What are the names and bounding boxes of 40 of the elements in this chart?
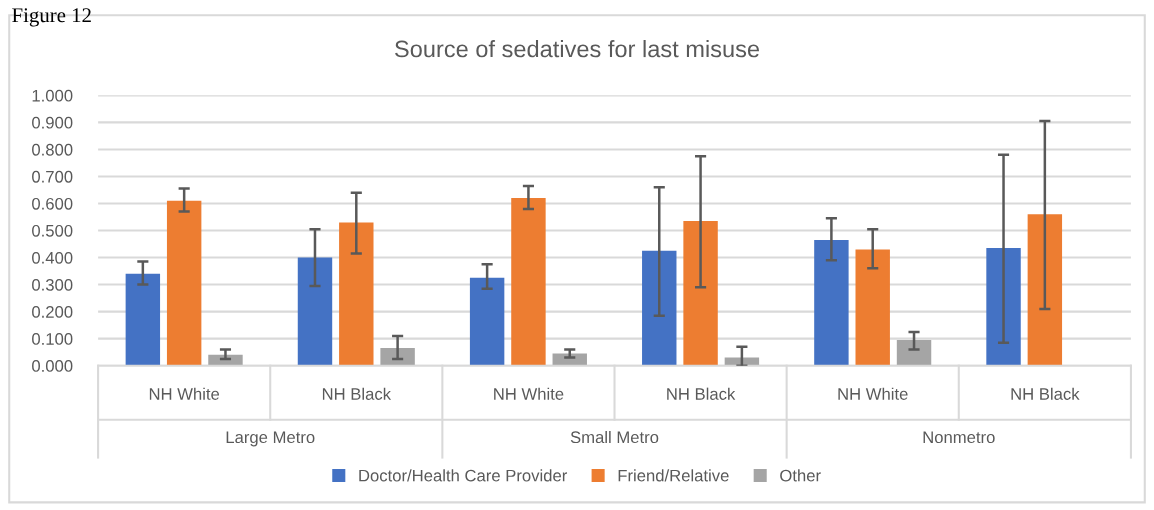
bar [469, 277, 505, 366]
bar [683, 221, 718, 366]
y-tick-label: 0.600 [32, 197, 73, 210]
bar [855, 249, 890, 366]
x-tick-label: NH Black [322, 387, 392, 400]
bar [814, 239, 849, 366]
bar [125, 273, 161, 366]
bar [297, 257, 333, 366]
y-tick-label: 0.800 [32, 143, 73, 156]
caption: Figure 12 [12, 8, 91, 27]
bar [166, 200, 202, 366]
x-tick-label: NH White [838, 387, 908, 400]
y-tick-label: 0.000 [32, 360, 73, 372]
legend-label: Friend/Relative [618, 469, 729, 482]
text: Small Metro [570, 430, 659, 444]
x-tick-label: NH White [494, 387, 564, 400]
bar [642, 250, 677, 366]
x-tick-label: NH White [149, 387, 220, 400]
x-tick-label: NH Black [1011, 387, 1080, 400]
y-tick-label: 0.500 [32, 224, 73, 237]
bar [511, 198, 546, 366]
legend-label: Doctor/Health Care Provider [359, 469, 568, 482]
chart-title: Source of sedatives for last misuse [395, 40, 760, 58]
bar [1027, 214, 1063, 366]
y-tick-label: 0.900 [32, 116, 73, 129]
x-tick-label: NH Black [667, 387, 736, 400]
bar [339, 222, 374, 366]
y-tick-label: 0.100 [32, 333, 73, 345]
y-tick-label: 0.200 [32, 306, 73, 318]
y-tick-label: 0.300 [32, 278, 73, 291]
y-tick-label: 0.700 [32, 170, 73, 183]
bar [896, 339, 932, 366]
y-tick-label: 1.000 [32, 89, 73, 102]
bar [986, 248, 1021, 366]
bar [208, 354, 243, 366]
text: Nonmetro [923, 431, 995, 444]
legend-label: Other [780, 469, 821, 482]
bar [380, 348, 415, 366]
y-tick-label: 0.400 [32, 251, 73, 264]
text: Large Metro [226, 431, 315, 447]
